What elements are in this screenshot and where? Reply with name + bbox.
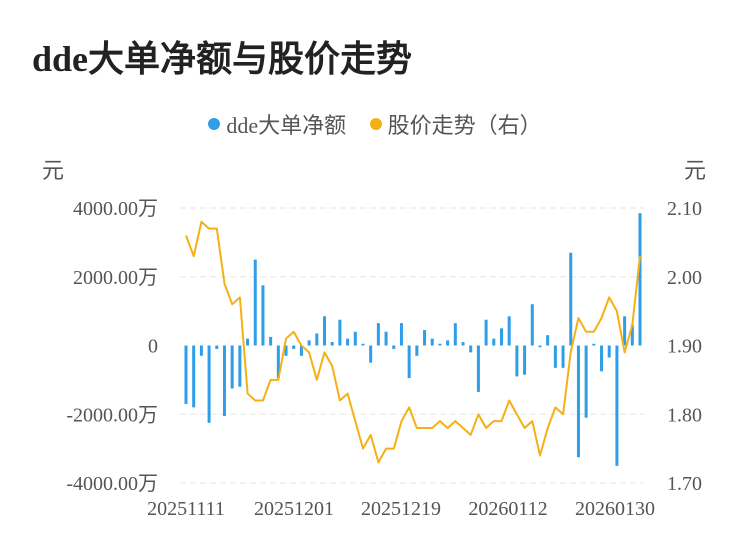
bar (376, 323, 380, 346)
x-tick-label: 20260130 (575, 498, 655, 520)
bar (538, 345, 542, 348)
bar (484, 319, 488, 346)
bar (553, 345, 557, 368)
bar (492, 338, 496, 346)
x-tick-label: 20251201 (254, 498, 334, 520)
line-series (185, 220, 641, 464)
bar (323, 316, 327, 346)
x-tick-label: 20251219 (361, 498, 441, 520)
bar (253, 259, 257, 346)
bar (330, 342, 334, 346)
bar (361, 343, 365, 346)
legend-marker-price (369, 118, 382, 130)
bar (261, 285, 265, 346)
left-tick-label: -2000.00万 (66, 404, 158, 426)
legend-label-price: 股价走势（右） (387, 113, 542, 138)
x-tick-label: 20260112 (468, 498, 547, 520)
chart-title: dde大单净额与股价走势 (32, 39, 413, 79)
bar (184, 345, 188, 404)
left-tick-label: 0 (148, 336, 158, 358)
bar (461, 342, 465, 346)
bar (199, 345, 203, 356)
bar (569, 252, 573, 346)
bar (353, 331, 357, 346)
bar (515, 345, 519, 377)
bar (530, 304, 534, 346)
left-tick-label: 2000.00万 (73, 267, 158, 289)
x-tick-label: 20251111 (147, 498, 225, 520)
bar (615, 345, 619, 466)
bar (607, 345, 611, 358)
bar (584, 345, 588, 418)
legend-item-price[interactable]: 股价走势（右） (369, 108, 542, 140)
bar (423, 330, 427, 346)
right-tick-label: 1.80 (667, 404, 702, 426)
bar (292, 345, 296, 349)
left-tick-label: 4000.00万 (73, 198, 158, 220)
right-tick-label: 1.70 (667, 473, 702, 495)
bar (415, 345, 419, 356)
bar (592, 343, 596, 346)
legend-item-dde[interactable]: dde大单净额 (208, 108, 346, 140)
bar (561, 345, 565, 368)
left-tick-label: -4000.00万 (66, 473, 158, 495)
gridlines (180, 207, 644, 484)
legend-label-dde: dde大单净额 (226, 113, 347, 138)
right-tick-label: 1.90 (667, 336, 702, 358)
bar (546, 335, 550, 346)
bar (623, 316, 627, 346)
bar (469, 345, 473, 353)
left-axis-unit: 元 (42, 158, 64, 183)
bar (215, 345, 219, 349)
bar (222, 345, 226, 416)
bar (600, 345, 604, 372)
bar-series (184, 213, 642, 466)
bar (430, 338, 434, 346)
bar (523, 345, 527, 375)
bar (338, 319, 342, 346)
bar (269, 336, 273, 346)
bar (238, 345, 242, 387)
bar (446, 340, 450, 346)
bar (384, 331, 388, 346)
bar (392, 345, 396, 349)
bar (369, 345, 373, 363)
legend: dde大单净额 股价走势（右） (0, 108, 750, 140)
bar (438, 343, 442, 346)
bar (207, 345, 211, 423)
bar (346, 338, 350, 346)
right-axis-unit: 元 (684, 158, 706, 183)
bar (638, 213, 642, 346)
bar (192, 345, 196, 408)
bar (507, 316, 511, 346)
right-tick-label: 2.10 (667, 198, 702, 220)
bar (576, 345, 580, 458)
bar (630, 324, 634, 346)
bar (299, 345, 303, 356)
bar (399, 323, 403, 346)
axes: 4000.00万 2000.00万 0 -2000.00万 -4000.00万 2.10 2… (42, 158, 706, 520)
bar (407, 345, 411, 379)
price-line (185, 220, 641, 464)
bar (230, 345, 234, 389)
right-tick-label: 2.00 (667, 267, 702, 289)
bar (476, 345, 480, 392)
bar (246, 338, 250, 346)
legend-marker-dde (208, 118, 221, 130)
bar (453, 323, 457, 346)
bar (276, 345, 280, 379)
bar (499, 328, 503, 346)
bar (307, 340, 311, 346)
bar (315, 333, 319, 346)
bar (284, 345, 288, 356)
